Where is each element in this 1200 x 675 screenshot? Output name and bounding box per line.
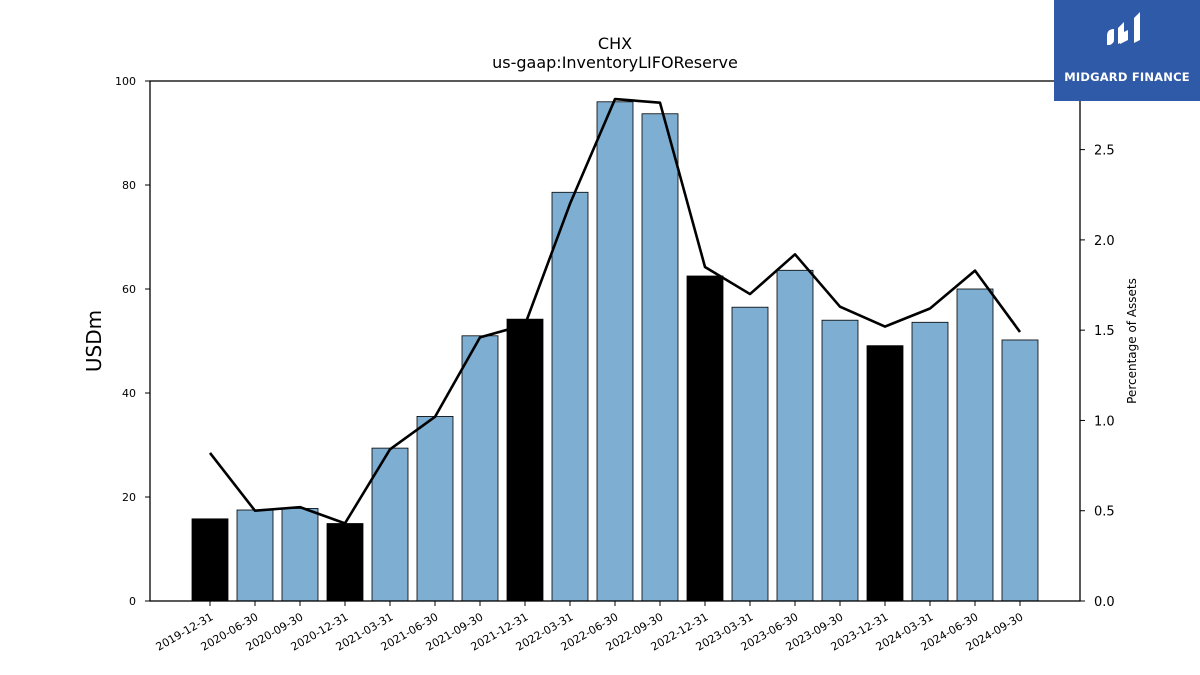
bar bbox=[416, 415, 454, 602]
y-tick-label: 40 bbox=[122, 387, 136, 400]
x-axis: 2019-12-312020-06-302020-09-302020-12-31… bbox=[154, 601, 1026, 654]
y-tick-label: 80 bbox=[122, 179, 136, 192]
y2-tick-label: 0.0 bbox=[1094, 595, 1115, 610]
bar bbox=[821, 319, 859, 602]
bar bbox=[551, 191, 589, 602]
bar bbox=[461, 335, 499, 602]
bar bbox=[371, 447, 409, 602]
y-tick-label: 0 bbox=[129, 595, 136, 608]
bar-series bbox=[191, 101, 1039, 602]
bar bbox=[911, 321, 949, 602]
bar bbox=[866, 345, 904, 602]
bar bbox=[596, 101, 634, 602]
chart-subtitle: us-gaap:InventoryLIFOReserve bbox=[492, 53, 738, 72]
y2-tick-label: 2.0 bbox=[1094, 234, 1115, 249]
bar bbox=[1001, 339, 1039, 602]
y2-tick-label: 1.5 bbox=[1094, 324, 1115, 339]
bar bbox=[686, 275, 724, 602]
bar bbox=[641, 113, 679, 602]
midgard-finance-logo: MIDGARD FINANCE bbox=[1054, 0, 1200, 101]
y2-tick-label: 0.5 bbox=[1094, 505, 1115, 520]
y2-tick-label: 2.5 bbox=[1094, 144, 1115, 159]
y-tick-label: 60 bbox=[122, 283, 136, 296]
logo-text: MIDGARD FINANCE bbox=[1064, 70, 1190, 84]
bar bbox=[731, 306, 769, 602]
bar bbox=[506, 318, 544, 602]
bar bbox=[191, 518, 229, 602]
bar bbox=[776, 269, 814, 602]
bar bbox=[281, 508, 319, 602]
y-tick-label: 100 bbox=[115, 75, 136, 88]
y-tick-label: 20 bbox=[122, 491, 136, 504]
chart-title: CHX bbox=[598, 34, 632, 53]
logo-mark-icon bbox=[1107, 12, 1140, 45]
y2-tick-label: 1.0 bbox=[1094, 414, 1115, 429]
percentage-line bbox=[208, 97, 1022, 525]
y-axis-label: USDm bbox=[82, 310, 106, 372]
bar bbox=[236, 509, 274, 602]
line-series bbox=[208, 97, 1022, 525]
y-axis-left: 0 20 40 60 80 100 bbox=[115, 75, 150, 608]
bar bbox=[326, 523, 364, 602]
y-axis-right: 0.0 0.5 1.0 1.5 2.0 2.5 bbox=[1080, 144, 1115, 610]
y2-axis-label: Percentage of Assets bbox=[1125, 278, 1139, 404]
bar bbox=[956, 288, 994, 602]
